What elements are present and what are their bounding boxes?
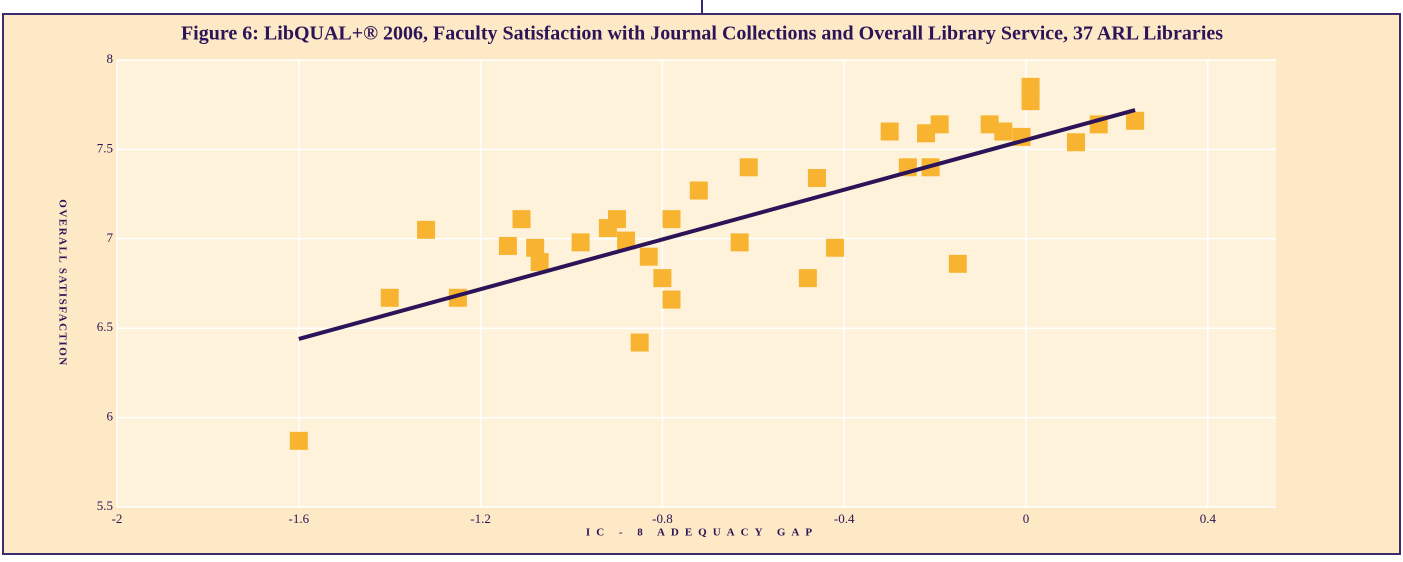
y-axis-label: OVERALL SATISFACTION xyxy=(56,199,68,366)
point xyxy=(607,210,626,229)
x-tick-label: -1.6 xyxy=(289,511,310,526)
grid: 5.5 6 6.5 7 7.5 8 -2 -1.6 -1.2 -0.8 -0.4 0 0.4 xyxy=(97,51,1276,526)
x-tick-label: 0 xyxy=(1023,511,1030,526)
point xyxy=(917,124,936,143)
point xyxy=(530,253,549,272)
x-tick-label: -1.2 xyxy=(470,511,491,526)
x-tick-label: -2 xyxy=(112,511,123,526)
point xyxy=(662,210,681,229)
point xyxy=(739,158,758,177)
x-axis-label: IC - 8 ADEQUACY GAP xyxy=(586,527,818,539)
point xyxy=(948,254,967,273)
point xyxy=(639,247,658,266)
point xyxy=(1126,111,1145,130)
marks xyxy=(289,77,1145,450)
point xyxy=(826,238,845,257)
y-tick-label: 6 xyxy=(107,409,114,424)
y-tick-label: 6.5 xyxy=(97,319,113,334)
x-tick-label: -0.4 xyxy=(834,511,855,526)
point xyxy=(498,236,517,255)
y-tick-label: 8 xyxy=(107,51,114,66)
point xyxy=(512,210,531,229)
point xyxy=(571,233,590,252)
x-tick-label: 0.4 xyxy=(1200,511,1217,526)
chart-title: Figure 6: LibQUAL+® 2006, Faculty Satisf… xyxy=(181,23,1223,45)
point xyxy=(994,122,1013,141)
point xyxy=(653,269,672,288)
y-tick-label: 7 xyxy=(107,230,114,245)
point xyxy=(617,231,636,250)
trend-line xyxy=(298,108,1136,341)
point xyxy=(807,169,826,188)
point xyxy=(1067,133,1086,152)
point xyxy=(798,269,817,288)
y-tick-label: 5.5 xyxy=(97,498,113,513)
y-tick-label: 7.5 xyxy=(97,140,113,155)
point xyxy=(1021,92,1040,111)
point xyxy=(880,122,899,141)
point xyxy=(630,333,649,352)
point xyxy=(417,220,436,239)
point xyxy=(380,288,399,307)
point xyxy=(1021,77,1040,96)
point xyxy=(980,115,999,134)
point xyxy=(662,290,681,309)
x-tick-label: -0.8 xyxy=(652,511,673,526)
point xyxy=(689,181,708,200)
point xyxy=(526,238,545,257)
point xyxy=(730,233,749,252)
point xyxy=(289,431,308,450)
point xyxy=(930,115,949,134)
